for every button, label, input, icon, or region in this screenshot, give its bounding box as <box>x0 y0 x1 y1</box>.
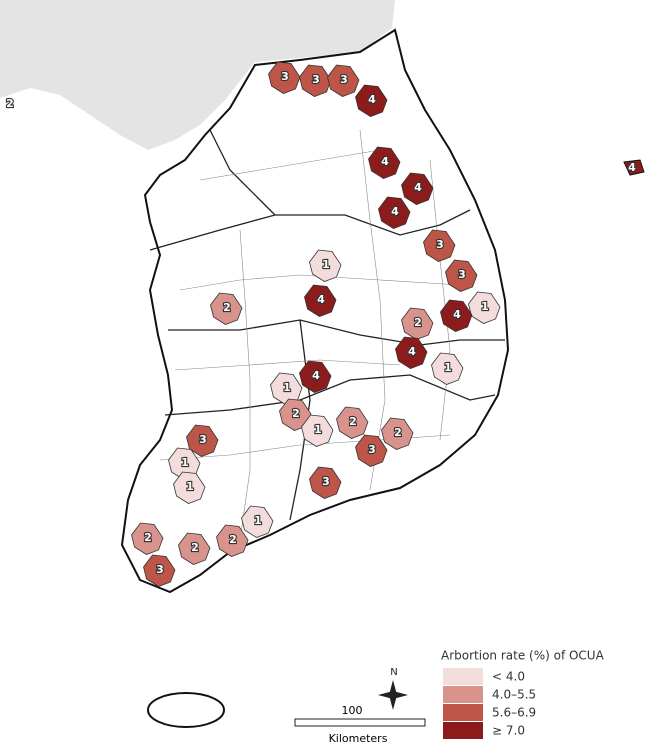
region-label: 4 <box>453 308 461 321</box>
region <box>401 172 434 205</box>
region-label: 3 <box>458 268 466 281</box>
region <box>241 505 274 538</box>
legend-swatch <box>443 722 483 739</box>
legend-swatch <box>443 704 483 721</box>
region <box>216 524 249 557</box>
region <box>381 417 414 450</box>
region-label: 2 <box>6 97 14 110</box>
region <box>143 554 176 587</box>
region-label: 4 <box>628 161 636 174</box>
region <box>355 84 388 117</box>
region-label: 2 <box>223 301 231 314</box>
legend-label: 5.6–6.9 <box>492 706 536 720</box>
region-label: 3 <box>312 73 320 86</box>
region <box>304 284 337 317</box>
region-label: 2 <box>191 541 199 554</box>
region-label: 2 <box>292 407 300 420</box>
region <box>327 64 360 97</box>
legend-swatch <box>443 686 483 703</box>
region <box>173 471 206 504</box>
region-label: 3 <box>322 475 330 488</box>
region <box>445 259 478 292</box>
region-label: 3 <box>436 238 444 251</box>
region-label: 2 <box>394 426 402 439</box>
region-label: 1 <box>322 258 330 271</box>
legend-swatch <box>443 668 483 685</box>
region <box>395 336 428 369</box>
region <box>268 61 301 94</box>
region-label: 1 <box>181 456 189 469</box>
ulleung-island <box>623 159 645 176</box>
region-label: 2 <box>349 415 357 428</box>
region <box>440 299 473 332</box>
region-label: 4 <box>381 155 389 168</box>
region <box>355 434 388 467</box>
region-label: 2 <box>414 316 422 329</box>
region <box>368 146 401 179</box>
region <box>378 196 411 229</box>
region <box>401 307 434 340</box>
region-label: 3 <box>156 563 164 576</box>
region-label: 4 <box>408 345 416 358</box>
scale-unit: Kilometers <box>329 732 388 745</box>
region <box>301 414 334 447</box>
region-label: 3 <box>281 70 289 83</box>
region <box>309 466 342 499</box>
legend-label: ≥ 7.0 <box>492 724 525 738</box>
region-label: 3 <box>199 433 207 446</box>
region-label: 4 <box>312 369 320 382</box>
region <box>299 64 332 97</box>
region <box>309 249 342 282</box>
compass-label: N <box>390 667 397 678</box>
region-label: 1 <box>254 514 262 527</box>
region-label: 2 <box>229 533 237 546</box>
jeju-island <box>147 692 225 728</box>
region-label: 3 <box>368 443 376 456</box>
region-label: 2 <box>144 531 152 544</box>
region <box>186 424 219 457</box>
north-landmass <box>0 0 395 150</box>
region <box>336 406 369 439</box>
legend-label: < 4.0 <box>492 670 525 684</box>
province-borders <box>149 129 505 521</box>
region-label: 1 <box>444 361 452 374</box>
region <box>468 291 501 324</box>
region-label: 1 <box>186 480 194 493</box>
region <box>210 292 243 325</box>
region <box>299 360 332 393</box>
region-label: 4 <box>317 293 325 306</box>
legend-title: Arbortion rate (%) of OCUA <box>441 649 605 663</box>
region <box>131 522 164 555</box>
region <box>431 352 464 385</box>
compass: N <box>378 667 408 710</box>
region-label: 4 <box>368 93 376 106</box>
region-label: 3 <box>340 73 348 86</box>
region-label: 1 <box>481 300 489 313</box>
region-label: 1 <box>283 381 291 394</box>
region-label: 4 <box>414 181 422 194</box>
region-label: 1 <box>314 423 322 436</box>
region <box>178 532 211 565</box>
region <box>423 229 456 262</box>
region-label: 4 <box>391 205 399 218</box>
legend-label: 4.0–5.5 <box>492 688 536 702</box>
scale-distance: 100 <box>342 704 363 717</box>
scale-bar <box>294 718 426 727</box>
